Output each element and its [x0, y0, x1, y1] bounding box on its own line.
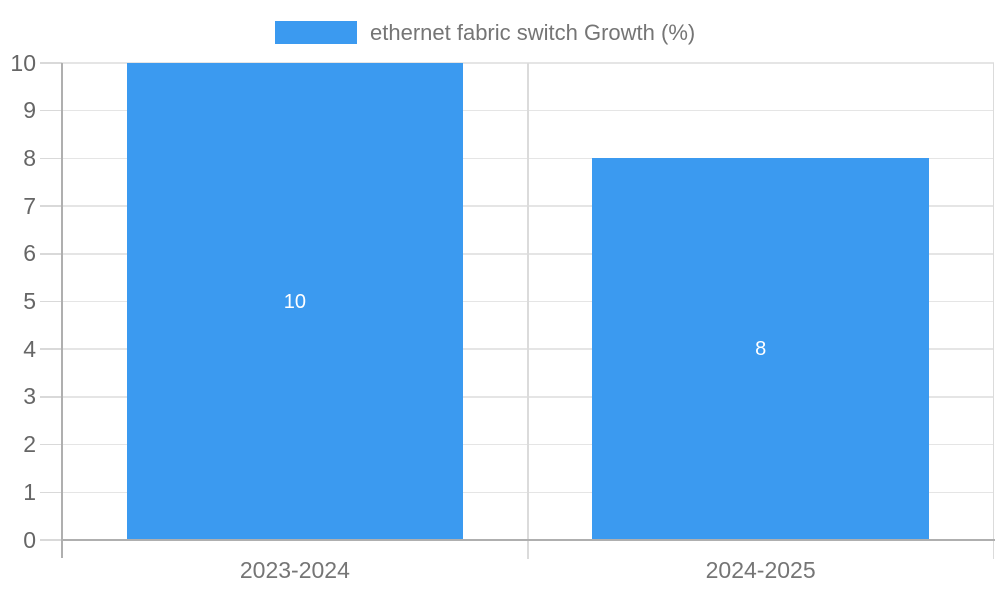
gridline-v: [527, 63, 529, 559]
legend[interactable]: ethernet fabric switch Growth (%): [275, 20, 695, 45]
y-tick-mark: [40, 300, 62, 303]
x-tick-label: 2023-2024: [239, 557, 350, 583]
y-tick-mark: [40, 443, 62, 446]
y-tick-label: 6: [23, 240, 36, 267]
y-axis-line: [61, 63, 63, 558]
y-tick-label: 7: [23, 192, 36, 219]
y-tick-mark: [40, 157, 62, 160]
y-tick-label: 3: [23, 383, 36, 410]
y-tick-label: 5: [23, 288, 36, 314]
y-tick-label: 2: [23, 431, 36, 458]
bar[interactable]: [126, 63, 463, 540]
legend-label: ethernet fabric switch Growth (%): [370, 19, 696, 45]
y-tick-label: 10: [10, 49, 36, 76]
y-tick-label: 8: [23, 144, 36, 171]
x-axis-line: [62, 539, 995, 541]
y-tick-mark: [40, 396, 62, 398]
bar-value-label: 10: [283, 290, 306, 313]
y-tick-mark: [40, 539, 62, 541]
x-tick-label: 2024-2025: [705, 557, 816, 583]
bar[interactable]: [592, 158, 929, 540]
y-tick-label: 0: [23, 526, 36, 553]
y-tick-mark: [40, 253, 62, 255]
y-tick-mark: [40, 491, 62, 494]
y-tick-mark: [40, 205, 62, 207]
y-tick-label: 4: [23, 335, 36, 362]
bar-value-label: 8: [755, 338, 767, 361]
y-tick-mark: [40, 62, 62, 64]
y-tick-mark: [40, 109, 62, 112]
y-tick-label: 1: [23, 478, 36, 505]
gridline-v: [992, 63, 995, 559]
y-tick-mark: [40, 348, 62, 350]
legend-swatch: [275, 21, 357, 44]
y-tick-label: 9: [23, 97, 36, 124]
